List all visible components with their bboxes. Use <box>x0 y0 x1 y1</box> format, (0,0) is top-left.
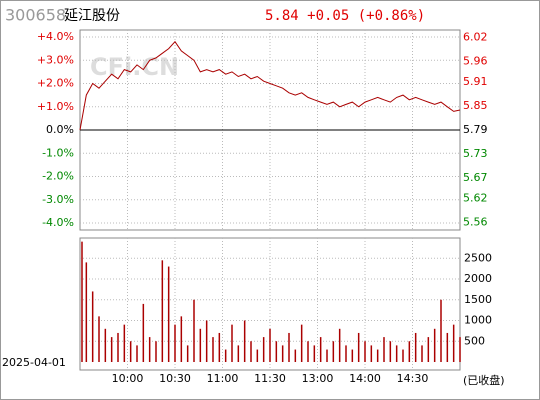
quote: 5.84 +0.05 (+0.86%) <box>265 8 425 24</box>
x-tick-label: 10:00 <box>112 372 144 385</box>
y2-tick-label: 5.85 <box>463 99 488 112</box>
y-tick-label: 2500 <box>464 251 492 264</box>
y-tick-label: +4.0% <box>37 30 74 43</box>
y2-tick-label: 5.79 <box>463 123 488 136</box>
x-tick-label: 14:30 <box>397 372 429 385</box>
price-line <box>79 40 461 131</box>
y-tick-label: -1.0% <box>42 146 74 159</box>
y-tick-label: +3.0% <box>37 53 74 66</box>
y2-tick-label: 5.91 <box>463 75 488 88</box>
y-tick-label: -4.0% <box>42 216 74 229</box>
x-tick-label: 10:30 <box>159 372 191 385</box>
y-tick-label: +2.0% <box>37 77 74 90</box>
status: (已收盘) <box>463 373 505 387</box>
y-tick-label: 1500 <box>464 293 492 306</box>
y-tick-label: 500 <box>464 334 485 347</box>
y2-tick-label: 5.62 <box>463 191 488 204</box>
x-tick-label: 11:00 <box>207 372 239 385</box>
y2-tick-label: 5.67 <box>463 171 488 184</box>
y2-tick-label: 5.56 <box>463 215 488 228</box>
x-tick-label: 13:00 <box>302 372 334 385</box>
x-tick-label: 11:30 <box>254 372 286 385</box>
y-tick-label: 0.0% <box>46 123 74 136</box>
stock-name: 延江股份 <box>64 8 120 24</box>
y2-tick-label: 5.96 <box>463 55 488 68</box>
y-tick-label: 2000 <box>464 272 492 285</box>
y2-tick-label: 6.02 <box>463 31 488 44</box>
y-tick-label: -2.0% <box>42 170 74 183</box>
date: 2025-04-01 <box>2 356 66 369</box>
x-tick-label: 14:00 <box>349 372 381 385</box>
y-tick-label: 1000 <box>464 314 492 327</box>
y-tick-label: -3.0% <box>42 193 74 206</box>
y-tick-label: +1.0% <box>37 100 74 113</box>
y2-tick-label: 5.73 <box>463 147 488 160</box>
stock-code: 300658 <box>5 6 66 25</box>
